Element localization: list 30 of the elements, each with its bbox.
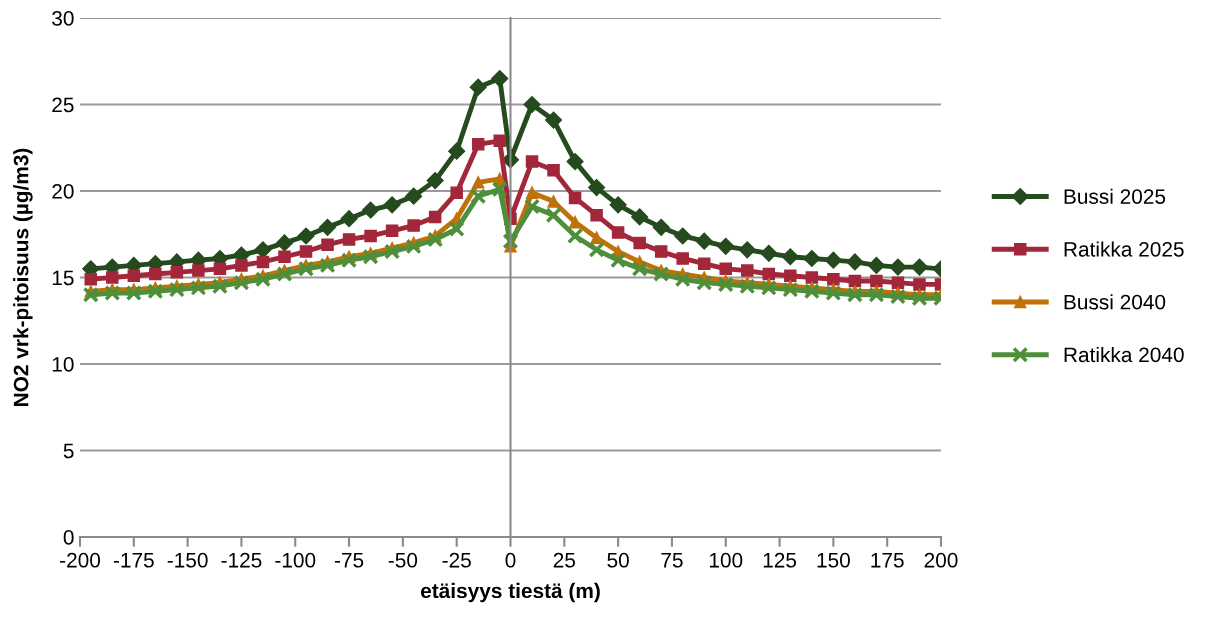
x-tick-label: 50 xyxy=(607,552,629,568)
x-axis-title: etäisyys tiestä (m) xyxy=(421,582,600,603)
x-tick-label: 0 xyxy=(505,552,516,568)
y-tick-label: 30 xyxy=(52,11,74,26)
x-tick-label: -25 xyxy=(442,552,471,568)
x-tick-label: -100 xyxy=(275,552,316,568)
x-tick-label: 25 xyxy=(553,552,576,568)
x-tick-label: 200 xyxy=(924,552,958,568)
y-tick-label: 0 xyxy=(63,530,74,545)
x-tick-label: 175 xyxy=(871,553,904,568)
x-tick-label: 150 xyxy=(817,552,850,568)
x-tick-label: -175 xyxy=(113,553,154,568)
x-tick-label: -75 xyxy=(334,553,364,568)
y-tick-label: 15 xyxy=(52,270,74,286)
legend-label: Bussi 2025 xyxy=(1064,188,1166,204)
x-tick-label: 100 xyxy=(709,552,743,568)
y-tick-label: 5 xyxy=(63,443,74,459)
legend-label: Ratikka 2040 xyxy=(1064,346,1184,363)
y-tick-label: 25 xyxy=(52,97,74,113)
x-tick-label: -50 xyxy=(388,552,418,568)
y-axis-title: NO2 vrk-pitoisuus (µg/m3) xyxy=(13,148,33,406)
x-tick-label: -200 xyxy=(60,552,101,568)
legend-label: Bussi 2040 xyxy=(1064,294,1166,310)
x-tick-label: 125 xyxy=(763,552,797,568)
x-tick-label: -125 xyxy=(221,552,262,568)
legend-label: Ratikka 2025 xyxy=(1064,241,1184,257)
y-tick-label: 10 xyxy=(52,357,74,372)
y-tick-label: 20 xyxy=(52,184,74,199)
x-tick-label: -150 xyxy=(167,552,208,568)
x-tick-label: 75 xyxy=(661,553,683,568)
